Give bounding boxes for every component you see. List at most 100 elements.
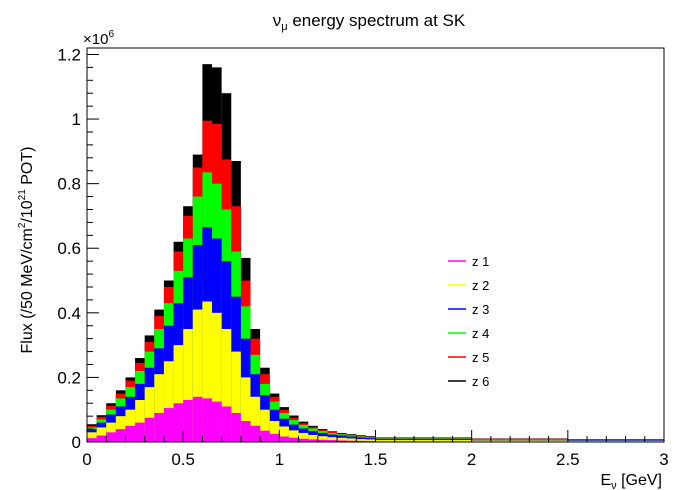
y-axis-label-sup1: 2 (17, 222, 28, 228)
x-tick-label: 1.5 (364, 450, 388, 469)
bar-z2-bin-12 (202, 301, 213, 442)
y-tick-label: 0.8 (57, 175, 81, 194)
y-tick-label: 0 (72, 433, 81, 452)
y-exponent-sup: 6 (108, 29, 114, 40)
y-tick-label: 0.4 (57, 304, 81, 323)
x-axis-label-sub: ν (611, 480, 617, 490)
x-tick-label: 2 (467, 450, 476, 469)
y-tick-label: 0.6 (57, 239, 81, 258)
bar-z2-bin-21 (288, 430, 299, 442)
bar-z2-bin-13 (212, 312, 222, 442)
x-axis-label-rest: [GeV] (617, 472, 662, 489)
x-tick-label: 0.5 (171, 450, 195, 469)
bar-z1-bin-16 (240, 421, 251, 442)
bar-z2-bin-22 (298, 432, 309, 442)
bar-z1-bin-28 (356, 440, 366, 442)
bar-z1-bin-8 (163, 408, 174, 442)
x-tick-label: 2.5 (556, 450, 580, 469)
bar-z1-bin-15 (231, 412, 241, 442)
bar-z1-bin-5 (135, 422, 145, 442)
bar-z2-bin-24 (317, 436, 328, 442)
bar-z2-bin-11 (192, 309, 203, 442)
bar-z2-bin-0 (87, 432, 97, 442)
x-axis-label: Eν [GeV] (600, 472, 662, 490)
bar-z2-bin-10 (183, 328, 193, 442)
chart-title-main: ν (273, 11, 282, 30)
bar-z2-bin-20 (279, 426, 289, 442)
bar-z2-bin-26 (337, 437, 347, 442)
axes (86, 47, 665, 443)
bar-z1-bin-1 (96, 435, 107, 442)
bar-z2-bin-17 (250, 396, 261, 442)
bar-z2-bin-31 (471, 440, 568, 442)
x-tick-label: 3 (659, 450, 668, 469)
bar-z2-bin-30 (375, 440, 472, 442)
legend: z 1 z 2 z 3 z 4 z 5 z 6 (448, 254, 489, 389)
x-tick-labels: 0 0.5 1 1.5 2 2.5 3 (82, 450, 668, 469)
y-tick-labels: 0 0.2 0.4 0.6 0.8 1 1.2 (57, 45, 81, 452)
x-tick-label: 1 (275, 450, 284, 469)
bar-z1-bin-24 (317, 439, 328, 442)
legend-label-z5: z 5 (472, 350, 489, 365)
chart-title-rest: energy spectrum at SK (288, 11, 466, 30)
y-tick-label: 1 (72, 110, 81, 129)
legend-label-z4: z 4 (472, 326, 489, 341)
y-exponent-label: ×106 (83, 29, 114, 48)
bar-z1-bin-22 (298, 438, 309, 442)
bar-z1-bin-19 (269, 433, 280, 442)
chart-title: νμ energy spectrum at SK (273, 11, 466, 33)
y-axis-label: Flux (/50 MeV/cm2/1021 POT) (17, 147, 36, 354)
bar-z2-bin-15 (231, 351, 241, 442)
bar-z2-bin-8 (163, 361, 174, 442)
bar-z1-bin-10 (183, 400, 193, 442)
y-axis-label-sup2: 21 (17, 189, 28, 201)
y-exponent-base: ×10 (83, 31, 108, 48)
bar-z1-bin-21 (288, 437, 299, 442)
bar-z1-bin-9 (173, 403, 184, 442)
bar-z1-bin-11 (192, 396, 203, 442)
legend-label-z1: z 1 (472, 254, 489, 269)
bar-z1-bin-23 (308, 439, 318, 442)
bar-z1-bin-25 (327, 440, 338, 442)
x-tick-label: 0 (82, 450, 91, 469)
y-axis-label-part2: /10 (19, 200, 36, 222)
legend-label-z3: z 3 (472, 302, 489, 317)
histogram-bars (87, 64, 664, 443)
bar-z2-bin-28 (356, 439, 366, 442)
bar-z1-bin-2 (106, 432, 116, 442)
bar-z2-bin-7 (154, 374, 164, 442)
bar-z1-bin-4 (125, 425, 136, 442)
bar-z2-bin-9 (173, 345, 184, 442)
bar-z1-bin-20 (279, 436, 289, 442)
bar-z2-bin-16 (240, 377, 251, 442)
bar-z1-bin-17 (250, 425, 261, 442)
chart-title-sub: μ (281, 21, 287, 33)
bar-z2-bin-1 (96, 427, 107, 442)
bar-z2-bin-29 (365, 439, 376, 442)
y-axis-label-part3: POT) (19, 147, 36, 190)
bar-z1-bin-18 (260, 430, 270, 442)
bar-z2-bin-5 (135, 400, 145, 442)
bar-z2-bin-27 (346, 438, 357, 442)
bar-z1-bin-7 (154, 412, 164, 442)
bar-z2-bin-25 (327, 437, 338, 442)
bar-z1-bin-27 (346, 440, 357, 442)
bar-z1-bin-13 (212, 401, 222, 442)
bar-z2-bin-14 (221, 328, 232, 442)
bar-z2-bin-32 (567, 440, 664, 442)
x-axis-label-main: E (600, 472, 611, 489)
bar-z2-bin-19 (269, 421, 280, 442)
bar-z1-bin-26 (337, 440, 347, 442)
bar-z1-bin-12 (202, 398, 213, 442)
y-tick-label: 1.2 (57, 45, 81, 64)
bar-z2-bin-23 (308, 434, 318, 442)
y-tick-label: 0.2 (57, 368, 81, 387)
y-axis-label-part1: Flux (/50 MeV/cm (19, 228, 36, 353)
bar-z1-bin-3 (115, 429, 126, 442)
bar-z2-bin-6 (144, 387, 155, 442)
legend-label-z2: z 2 (472, 278, 489, 293)
bar-z1-bin-6 (144, 417, 155, 442)
bar-z2-bin-18 (260, 409, 270, 442)
bar-z1-bin-14 (221, 406, 232, 442)
